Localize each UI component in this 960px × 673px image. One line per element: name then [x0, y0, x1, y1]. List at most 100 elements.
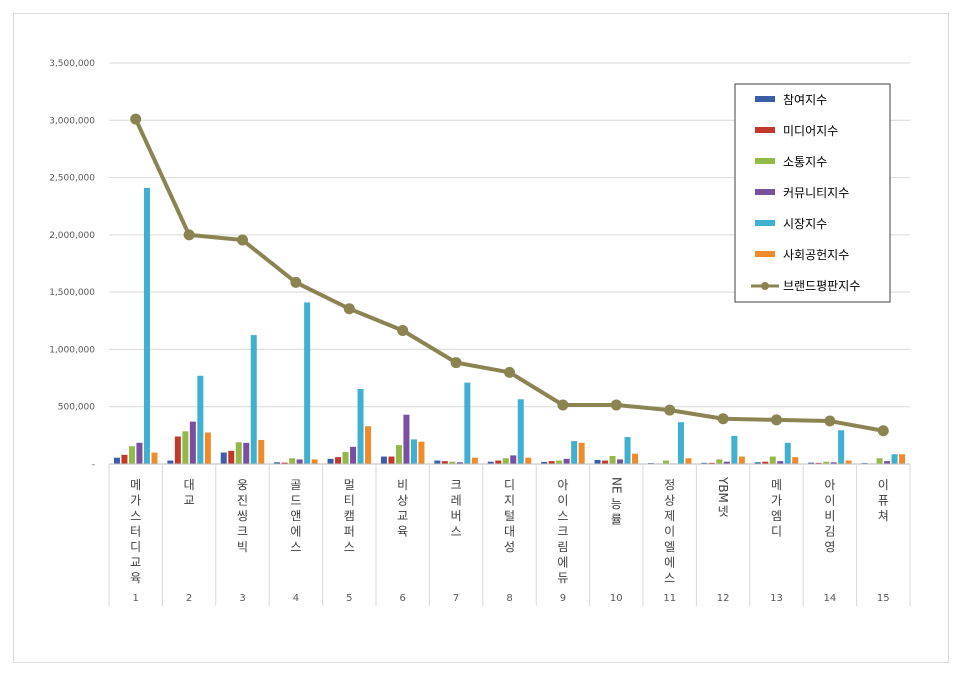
brand-reputation-point	[557, 399, 569, 411]
bar-5	[891, 454, 898, 464]
category-index-label: 10	[610, 593, 623, 604]
bar-4	[723, 461, 730, 464]
legend-label: 참여지수	[783, 93, 827, 107]
bar-2	[548, 461, 555, 464]
bar-5	[304, 302, 311, 464]
brand-reputation-line	[130, 113, 889, 437]
bar-1	[808, 462, 815, 464]
brand-reputation-point	[450, 357, 462, 369]
category-index-label: 2	[186, 593, 192, 604]
brand-reputation-point	[664, 404, 676, 416]
bar-5	[784, 442, 791, 464]
bar-6	[204, 432, 211, 464]
legend-label: 커뮤니티지수	[783, 186, 849, 200]
legend-swatch	[755, 127, 775, 133]
bar-3	[395, 445, 402, 464]
bar-1	[113, 457, 120, 464]
brand-reputation-chart: 3,500,000 3,000,000 2,500,000 2,000,000 1,50…	[49, 59, 911, 606]
brand-reputation-point	[237, 234, 248, 246]
bar-4	[777, 461, 784, 464]
legend-swatch	[755, 96, 775, 102]
bar-6	[738, 456, 745, 464]
bar-5	[517, 399, 524, 464]
y-tick-label: 3,500,000	[49, 59, 95, 69]
bar-2	[441, 461, 448, 464]
chart-frame: 3,500,000 3,000,000 2,500,000 2,000,000 1,50…	[13, 13, 949, 663]
category-index-label: 3	[239, 593, 245, 604]
brand-reputation-point	[717, 413, 729, 425]
y-tick-label: -	[92, 460, 95, 470]
bar-3	[342, 451, 349, 464]
bar-6	[792, 457, 799, 464]
brand-reputation-point	[771, 414, 782, 426]
category-index-label: 4	[293, 593, 299, 604]
bar-6	[151, 452, 158, 464]
brand-reputation-point	[290, 276, 302, 288]
bar-5	[838, 430, 845, 464]
bar-5	[410, 439, 417, 464]
bar-1	[754, 462, 761, 464]
bar-6	[578, 442, 585, 464]
category-index-label: 15	[877, 593, 890, 604]
bars	[113, 187, 906, 464]
bar-6	[418, 441, 425, 464]
legend-label: 브랜드평판지수	[783, 279, 860, 293]
bar-5	[731, 435, 738, 464]
bar-3	[502, 458, 509, 464]
bar-6	[899, 454, 906, 464]
bar-5	[571, 441, 578, 464]
bar-4	[884, 461, 891, 464]
x-axis-table: 메 가 스 터 디 교 육 1 대 교 2 웅 진 씽 크 빅 3 골 드 앤 에 스 4 멀 티 캠 퍼 스 5 비 상 교 육 6 크 레 버 스 7 디…	[108, 463, 911, 606]
bar-4	[243, 442, 250, 464]
bar-6	[311, 459, 318, 464]
bar-5	[357, 388, 364, 464]
bar-3	[128, 446, 135, 464]
category-index-label: 12	[717, 593, 730, 604]
bar-4	[830, 462, 837, 464]
bar-3	[289, 458, 296, 464]
bar-1	[541, 461, 548, 464]
bar-5	[250, 335, 257, 464]
bar-5	[197, 375, 204, 464]
category-index-label: 7	[453, 593, 459, 604]
bar-3	[235, 442, 242, 464]
legend-swatch	[755, 189, 775, 195]
bar-4	[189, 421, 196, 464]
bar-2	[281, 462, 288, 464]
brand-reputation-point	[343, 303, 355, 315]
bar-2	[388, 456, 395, 464]
bar-3	[449, 461, 456, 464]
category-label-rotated: YBM	[716, 476, 730, 503]
brand-reputation-point	[130, 113, 142, 125]
bar-2	[495, 460, 502, 464]
bar-4	[136, 442, 143, 464]
bar-4	[296, 459, 303, 464]
bar-1	[701, 462, 708, 464]
bar-4	[350, 446, 357, 464]
y-axis: 3,500,000 3,000,000 2,500,000 2,000,000 1,50…	[49, 59, 95, 470]
category-index-label: 13	[770, 593, 783, 604]
bar-2	[762, 461, 769, 464]
brand-reputation-point	[824, 415, 836, 427]
bar-3	[662, 460, 669, 464]
bar-3	[876, 458, 883, 464]
y-tick-label: 500,000	[58, 403, 95, 413]
category-index-label: 9	[560, 593, 566, 604]
bar-4	[617, 459, 624, 464]
brand-reputation-point	[877, 425, 889, 437]
bar-2	[174, 436, 181, 464]
